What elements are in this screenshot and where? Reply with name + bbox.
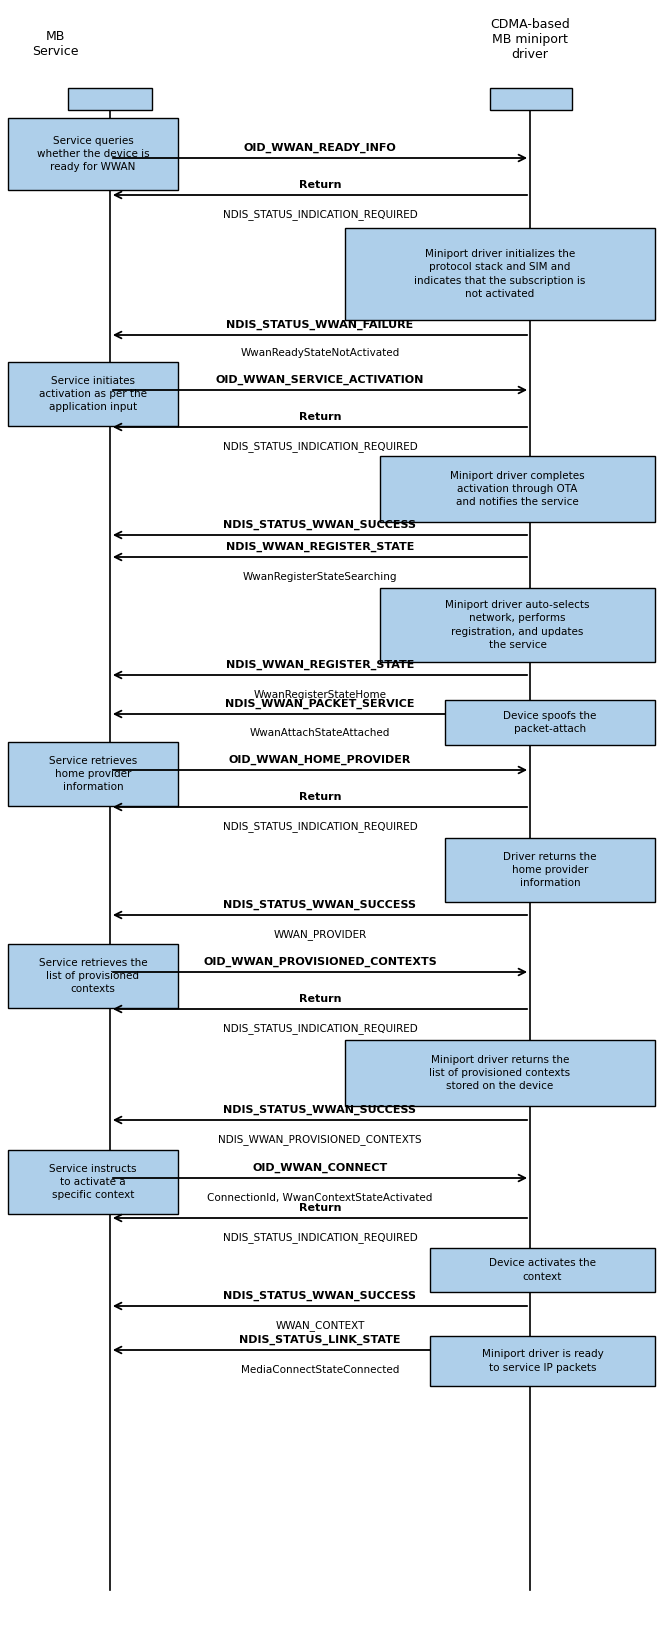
Text: NDIS_STATUS_WWAN_SUCCESS: NDIS_STATUS_WWAN_SUCCESS [224, 1291, 416, 1301]
Text: NDIS_STATUS_WWAN_FAILURE: NDIS_STATUS_WWAN_FAILURE [226, 320, 414, 330]
Text: NDIS_STATUS_LINK_STATE: NDIS_STATUS_LINK_STATE [239, 1335, 401, 1345]
Text: Driver returns the
home provider
information: Driver returns the home provider informa… [503, 852, 596, 888]
Bar [345, 1041, 655, 1106]
Bar [8, 1150, 178, 1215]
Bar [490, 88, 572, 111]
Text: Return: Return [299, 180, 341, 190]
Text: Device spoofs the
packet-attach: Device spoofs the packet-attach [503, 711, 596, 733]
Bar [68, 88, 152, 111]
Text: Device activates the
context: Device activates the context [489, 1259, 596, 1281]
Text: OID_WWAN_READY_INFO: OID_WWAN_READY_INFO [244, 143, 397, 153]
Text: ConnectionId, WwanContextStateActivated: ConnectionId, WwanContextStateActivated [207, 1193, 433, 1203]
Text: CDMA-based
MB miniport
driver: CDMA-based MB miniport driver [490, 18, 570, 62]
Text: OID_WWAN_SERVICE_ACTIVATION: OID_WWAN_SERVICE_ACTIVATION [216, 374, 424, 385]
Bar [430, 1337, 655, 1385]
Text: WwanReadyStateNotActivated: WwanReadyStateNotActivated [240, 348, 400, 358]
Text: NDIS_STATUS_INDICATION_REQUIRED: NDIS_STATUS_INDICATION_REQUIRED [222, 821, 417, 833]
Text: OID_WWAN_PROVISIONED_CONTEXTS: OID_WWAN_PROVISIONED_CONTEXTS [203, 956, 437, 967]
Text: WwanAttachStateAttached: WwanAttachStateAttached [250, 728, 390, 738]
Text: Service retrieves the
list of provisioned
contexts: Service retrieves the list of provisione… [38, 958, 148, 993]
Text: NDIS_STATUS_INDICATION_REQUIRED: NDIS_STATUS_INDICATION_REQUIRED [222, 442, 417, 452]
Text: NDIS_STATUS_WWAN_SUCCESS: NDIS_STATUS_WWAN_SUCCESS [224, 1104, 416, 1115]
Text: Service initiates
activation as per the
application input: Service initiates activation as per the … [39, 376, 147, 413]
Bar [445, 837, 655, 902]
Text: NDIS_WWAN_PACKET_SERVICE: NDIS_WWAN_PACKET_SERVICE [225, 699, 415, 709]
Text: Service retrieves
home provider
information: Service retrieves home provider informat… [49, 756, 137, 792]
Bar [445, 701, 655, 745]
Text: MB
Service: MB Service [32, 29, 78, 59]
Text: MediaConnectStateConnected: MediaConnectStateConnected [241, 1364, 399, 1376]
Text: Return: Return [299, 411, 341, 423]
Text: NDIS_STATUS_INDICATION_REQUIRED: NDIS_STATUS_INDICATION_REQUIRED [222, 1233, 417, 1244]
Text: NDIS_STATUS_INDICATION_REQUIRED: NDIS_STATUS_INDICATION_REQUIRED [222, 210, 417, 221]
Bar [380, 455, 655, 522]
Bar [8, 741, 178, 806]
Text: Service queries
whether the device is
ready for WWAN: Service queries whether the device is re… [36, 137, 150, 172]
Text: NDIS_STATUS_INDICATION_REQUIRED: NDIS_STATUS_INDICATION_REQUIRED [222, 1023, 417, 1034]
Text: Miniport driver completes
activation through OTA
and notifies the service: Miniport driver completes activation thr… [450, 472, 585, 507]
Bar [8, 945, 178, 1008]
Text: WwanRegisterStateHome: WwanRegisterStateHome [254, 689, 387, 701]
Bar [345, 228, 655, 320]
Text: WwanRegisterStateSearching: WwanRegisterStateSearching [243, 572, 397, 582]
Text: Miniport driver auto-selects
network, performs
registration, and updates
the ser: Miniport driver auto-selects network, pe… [446, 600, 590, 650]
Text: Service instructs
to activate a
specific context: Service instructs to activate a specific… [49, 1164, 137, 1200]
Text: NDIS_STATUS_WWAN_SUCCESS: NDIS_STATUS_WWAN_SUCCESS [224, 899, 416, 911]
Text: OID_WWAN_CONNECT: OID_WWAN_CONNECT [252, 1163, 388, 1172]
Text: Return: Return [299, 1203, 341, 1213]
Text: WWAN_CONTEXT: WWAN_CONTEXT [275, 1320, 365, 1332]
Text: OID_WWAN_HOME_PROVIDER: OID_WWAN_HOME_PROVIDER [229, 754, 411, 764]
Text: Miniport driver initializes the
protocol stack and SIM and
indicates that the su: Miniport driver initializes the protocol… [414, 249, 586, 299]
Text: Miniport driver is ready
to service IP packets: Miniport driver is ready to service IP p… [482, 1350, 603, 1372]
Bar [380, 589, 655, 662]
Text: NDIS_WWAN_REGISTER_STATE: NDIS_WWAN_REGISTER_STATE [226, 541, 414, 551]
Text: WWAN_PROVIDER: WWAN_PROVIDER [273, 930, 367, 940]
Text: Return: Return [299, 993, 341, 1003]
Bar [8, 363, 178, 426]
Text: NDIS_STATUS_WWAN_SUCCESS: NDIS_STATUS_WWAN_SUCCESS [224, 520, 416, 530]
Text: Miniport driver returns the
list of provisioned contexts
stored on the device: Miniport driver returns the list of prov… [430, 1055, 571, 1091]
Bar [430, 1249, 655, 1293]
Bar [8, 119, 178, 190]
Text: Return: Return [299, 792, 341, 802]
Text: NDIS_WWAN_REGISTER_STATE: NDIS_WWAN_REGISTER_STATE [226, 660, 414, 670]
Text: NDIS_WWAN_PROVISIONED_CONTEXTS: NDIS_WWAN_PROVISIONED_CONTEXTS [218, 1135, 422, 1145]
